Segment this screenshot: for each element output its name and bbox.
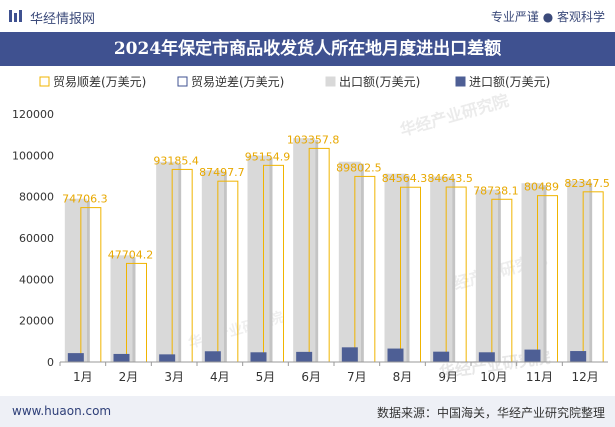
data-label: 74706.3: [62, 193, 108, 206]
export-bar: [201, 170, 224, 362]
y-tick-label: 40000: [19, 273, 54, 286]
export-bar: [110, 255, 133, 362]
import-bar: [387, 348, 404, 362]
data-label: 84643.5: [427, 172, 473, 185]
export-bar-side: [543, 185, 547, 362]
export-bar-side: [452, 178, 456, 362]
data-label: 82347.5: [564, 177, 610, 190]
data-source: 数据来源：中国海关，华经产业研究院整理: [376, 406, 605, 420]
x-tick-label: 6月: [301, 370, 321, 384]
data-label: 95154.9: [245, 150, 291, 163]
export-bar-side: [132, 257, 136, 362]
x-tick-label: 11月: [526, 370, 553, 384]
export-bar: [338, 161, 361, 362]
legend-swatch-1: [39, 76, 50, 87]
export-bar: [247, 155, 270, 362]
import-bar: [478, 352, 495, 362]
export-bar-side: [315, 140, 319, 362]
x-tick-label: 3月: [164, 370, 184, 384]
y-tick-label: 80000: [19, 191, 54, 204]
chart: 贸易顺差(万美元) 贸易逆差(万美元) 出口额(万美元) 进口额(万美元) 0 20000…: [12, 74, 610, 384]
data-label: 103357.8: [287, 133, 340, 146]
x-tick-label: 7月: [347, 370, 367, 384]
import-bar: [524, 349, 541, 362]
slogan: 专业严谨 ● 客观科学: [490, 10, 605, 24]
y-tick-label: 120000: [12, 108, 54, 121]
legend-swatch-4: [455, 76, 466, 87]
data-label: 87497.7: [199, 166, 245, 179]
export-bar: [156, 161, 179, 362]
title-bar: 2024年保定市商品收发货人所在地月度进出口差额: [0, 32, 615, 66]
legend-label-3: 出口额(万美元): [339, 75, 420, 89]
legend-label-4: 进口额(万美元): [469, 75, 550, 89]
import-bar: [341, 347, 358, 362]
x-tick-label: 5月: [256, 370, 276, 384]
site-url[interactable]: www.huaon.com: [12, 404, 112, 418]
legend-label-2: 贸易逆差(万美元): [191, 74, 284, 89]
x-tick-label: 4月: [210, 370, 230, 384]
x-tick-label: 9月: [438, 370, 458, 384]
import-bar: [113, 353, 130, 362]
import-bar: [159, 354, 176, 362]
footer-bar: www.huaon.com 数据来源：中国海关，华经产业研究院整理: [0, 396, 615, 427]
legend-swatch-2: [177, 76, 188, 87]
export-bar-side: [360, 163, 364, 362]
import-bar: [296, 351, 313, 362]
y-tick-label: 100000: [12, 149, 54, 162]
import-bar: [67, 353, 84, 362]
brand-name: 华经情报网: [30, 12, 96, 27]
logo-icon: [9, 10, 22, 22]
x-tick-label: 2月: [119, 370, 139, 384]
export-bar: [64, 198, 87, 362]
x-tick-label: 8月: [393, 370, 413, 384]
export-bar-side: [406, 175, 410, 362]
data-label: 47704.2: [108, 248, 154, 261]
import-bar: [204, 351, 221, 362]
x-tick-label: 12月: [572, 370, 599, 384]
data-label: 78738.1: [473, 184, 519, 197]
y-tick-label: 60000: [19, 232, 54, 245]
import-bar: [570, 351, 587, 362]
export-bar-side: [178, 163, 182, 362]
export-bar: [521, 183, 544, 362]
x-tick-label: 1月: [73, 370, 93, 384]
import-bar: [250, 352, 267, 362]
export-bar-side: [86, 200, 90, 362]
export-bar-side: [497, 191, 501, 362]
export-bar: [384, 173, 407, 362]
export-bar: [567, 180, 590, 362]
data-label: 84564.3: [382, 172, 428, 185]
export-bar: [293, 138, 316, 362]
top-bar: 华经情报网 专业严谨 ● 客观科学: [0, 0, 615, 32]
data-label: 93185.4: [153, 154, 199, 167]
export-bar-side: [223, 172, 227, 362]
legend-swatch-3: [325, 76, 336, 87]
data-label: 80489: [524, 181, 559, 194]
export-bar-side: [269, 157, 273, 362]
x-tick-label: 10月: [480, 370, 507, 384]
export-bar: [475, 189, 498, 362]
watermark: 华经产业研究院: [398, 91, 511, 140]
export-bar: [430, 176, 453, 362]
data-label: 89802.5: [336, 161, 382, 174]
chart-title: 2024年保定市商品收发货人所在地月度进出口差额: [113, 39, 502, 59]
legend-label-1: 贸易顺差(万美元): [53, 75, 146, 89]
y-tick-label: 20000: [19, 315, 54, 328]
import-bar: [433, 351, 450, 362]
export-bar-side: [589, 182, 593, 362]
y-tick-label: 0: [47, 356, 54, 369]
